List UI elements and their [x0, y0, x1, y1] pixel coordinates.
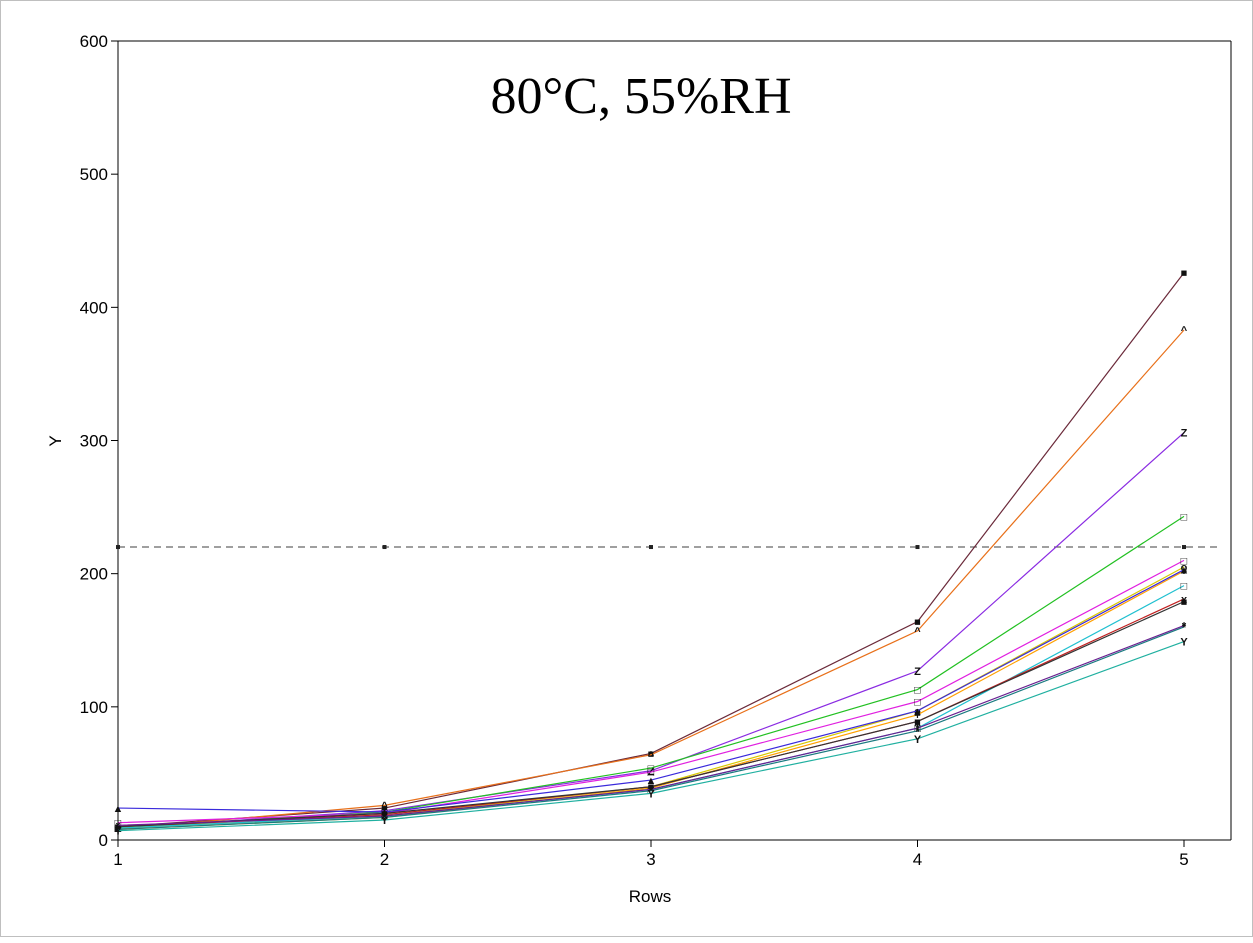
- series-point-marker: ■: [648, 782, 655, 794]
- series-point-marker: □: [648, 767, 655, 779]
- y-axis-label: Y: [46, 435, 65, 446]
- series-point-marker: ■: [1181, 597, 1188, 609]
- series-point-marker: □: [1181, 555, 1188, 567]
- series-point-marker: □: [914, 697, 921, 709]
- series-point-marker: x: [648, 782, 655, 794]
- y-tick-label: 200: [80, 565, 108, 584]
- series-point-marker: Y: [914, 734, 922, 746]
- series-point-marker: *: [649, 786, 654, 798]
- series-point-marker: +: [1181, 566, 1187, 578]
- x-tick-label: 3: [646, 850, 655, 869]
- x-tick-label: 4: [913, 850, 922, 869]
- series-point-marker: x: [914, 716, 921, 728]
- series-point-marker: ▲: [912, 706, 923, 718]
- series-point-marker: □: [1181, 511, 1188, 523]
- series-point-marker: ■: [381, 803, 388, 815]
- y-tick-label: 600: [80, 32, 108, 51]
- y-tick-label: 300: [80, 432, 108, 451]
- series-line: [117, 569, 1185, 813]
- series-line: [117, 329, 1185, 830]
- series-point-marker: o: [914, 706, 921, 718]
- series-point-marker: Z: [1181, 428, 1188, 440]
- reference-line-group: [116, 545, 1221, 550]
- series-point-marker: ▲: [1179, 565, 1190, 577]
- series-line: [117, 625, 1185, 826]
- y-tick-label: 400: [80, 298, 108, 317]
- series-point-marker: +: [381, 812, 387, 824]
- series-point-marker: *: [915, 723, 920, 735]
- series-point-marker: *: [116, 820, 121, 832]
- reference-point: [116, 545, 120, 550]
- series-point-marker: *: [915, 726, 920, 738]
- series-point-marker: Y: [381, 815, 389, 827]
- series-point-marker: *: [1182, 622, 1187, 634]
- series-point-marker: Z: [914, 666, 921, 678]
- series-point-marker: ^: [914, 626, 921, 638]
- y-tick-label: 500: [80, 165, 108, 184]
- x-tick-label: 2: [380, 850, 389, 869]
- x-tick-label: 1: [113, 850, 122, 869]
- series-point-marker: ^: [381, 800, 388, 812]
- reference-point: [649, 545, 653, 550]
- series-line: [117, 601, 1185, 828]
- series-point-marker: Y: [114, 826, 122, 838]
- x-tick-label: 5: [1179, 850, 1188, 869]
- series-point-marker: ^: [648, 750, 655, 762]
- reference-point: [915, 545, 920, 550]
- axes: 1 2 3 4 5 0 100 200 300 400 500 600: [80, 32, 1232, 869]
- reference-point: [382, 545, 387, 550]
- series-point-marker: □: [914, 723, 921, 735]
- series-line: [117, 641, 1185, 832]
- series-point-marker: ■: [1181, 268, 1188, 280]
- series-point-marker: ■: [914, 716, 921, 728]
- series-point-marker: ^: [1181, 325, 1188, 337]
- series-point-marker: ▲: [113, 803, 124, 815]
- series-point-marker: *: [382, 812, 387, 824]
- series-point-marker: □: [1181, 581, 1188, 593]
- series-line: [117, 626, 1185, 830]
- series-line: [117, 559, 1185, 824]
- series-point-marker: ■: [381, 808, 388, 820]
- series-point-marker: +: [914, 710, 920, 722]
- series-point-marker: ■: [115, 822, 122, 834]
- series-point-marker: Y: [1180, 637, 1188, 649]
- series-point-marker: x: [1181, 594, 1188, 606]
- series-point-marker: *: [1182, 621, 1187, 633]
- series-point-marker: ■: [914, 617, 921, 629]
- y-tick-label: 0: [99, 831, 108, 850]
- series-point-marker: □: [115, 818, 122, 830]
- series-point-marker: Y: [647, 788, 655, 800]
- series-point-marker: o: [1181, 562, 1188, 574]
- series-point-marker: □: [914, 685, 921, 697]
- series-point-marker: x: [115, 822, 122, 834]
- y-tick-label: 100: [80, 698, 108, 717]
- series-line: [117, 272, 1185, 828]
- reference-point: [1182, 545, 1186, 550]
- x-axis-label: Rows: [629, 887, 672, 906]
- chart-title: 80°C, 55%RH: [490, 68, 791, 125]
- series-point-marker: □: [648, 763, 655, 775]
- series-point-marker: ▲: [646, 775, 657, 787]
